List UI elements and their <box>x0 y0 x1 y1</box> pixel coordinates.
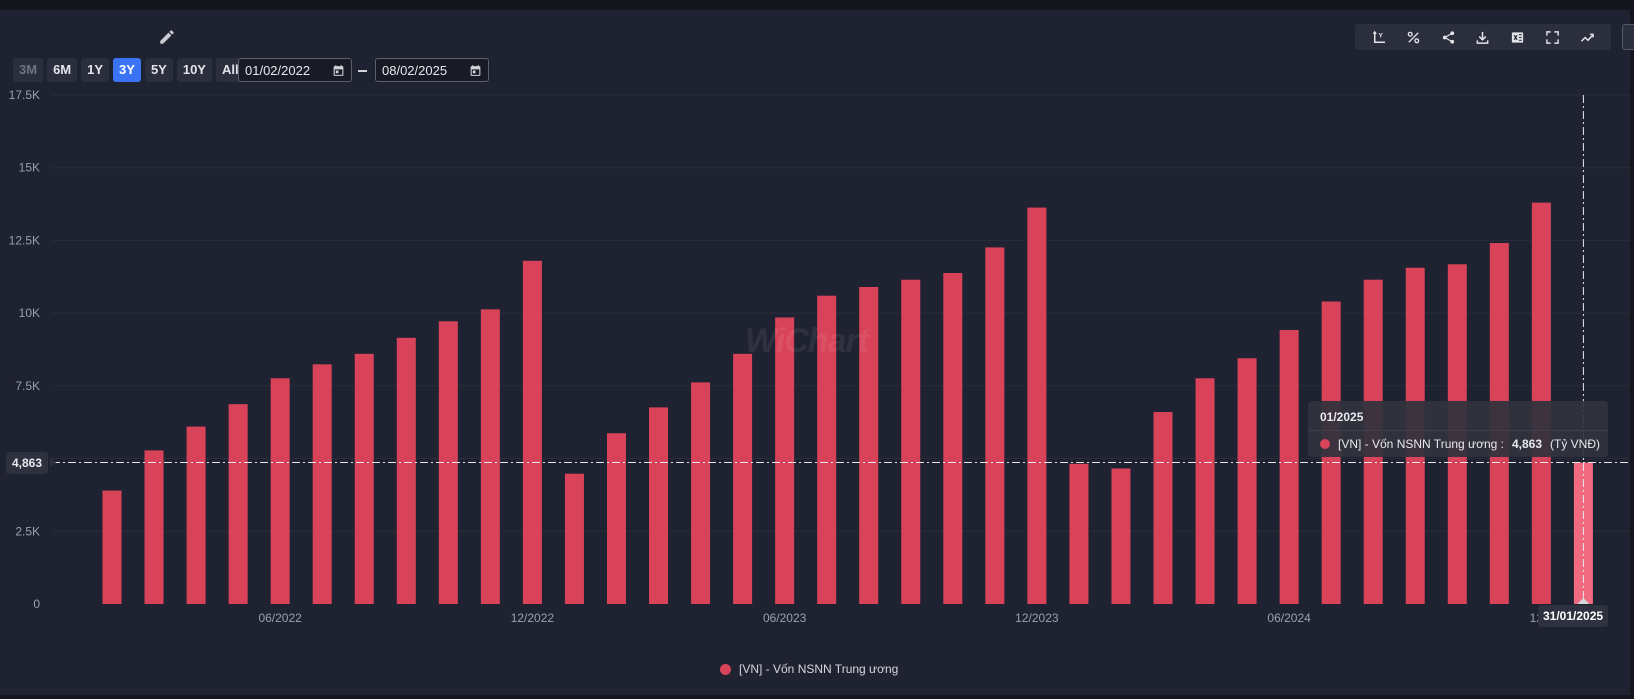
tooltip-row: [VN] - Vốn NSNN Trung ương : 4,863 (Tỷ V… <box>1320 437 1600 451</box>
bar <box>733 353 753 604</box>
trend-icon[interactable] <box>1577 27 1597 47</box>
bar <box>354 353 374 604</box>
bar <box>522 260 542 604</box>
bar <box>1195 378 1215 604</box>
y-tick-label: 2.5K <box>15 524 40 538</box>
y-tick-label: 12.5K <box>9 233 40 247</box>
y-tick-label: 0 <box>33 597 40 611</box>
excel-icon[interactable] <box>1508 27 1528 47</box>
tooltip-divider <box>1308 430 1608 431</box>
y-tick-label: 10K <box>19 306 40 320</box>
bar <box>564 473 584 604</box>
legend-marker <box>720 663 731 675</box>
svg-text:Y: Y <box>1378 32 1383 39</box>
date-to-value: 08/02/2025 <box>382 62 448 78</box>
bar <box>691 382 711 604</box>
bar <box>144 450 164 604</box>
x-tick-label: 06/2022 <box>258 611 302 625</box>
date-range-separator <box>358 70 367 72</box>
crosshair-x-marker <box>1577 598 1590 604</box>
bar <box>102 490 122 604</box>
percent-icon[interactable] <box>1403 27 1423 47</box>
edge-menu-button[interactable] <box>1622 24 1634 50</box>
bar <box>1111 468 1131 604</box>
chart-tooltip: 01/2025 [VN] - Vốn NSNN Trung ương : 4,8… <box>1308 401 1608 457</box>
calendar-icon[interactable] <box>469 64 482 77</box>
tooltip-series-marker <box>1320 439 1330 449</box>
tooltip-date: 01/2025 <box>1320 410 1364 424</box>
x-tick-label: 06/2023 <box>763 611 807 625</box>
bar <box>1027 207 1047 605</box>
bar <box>270 378 290 604</box>
y-tick-label: 17.5K <box>9 88 40 102</box>
bar <box>901 279 921 604</box>
crosshair-x-label: 31/01/2025 <box>1538 605 1609 627</box>
calendar-icon[interactable] <box>332 64 345 77</box>
date-to-input[interactable]: 08/02/2025 <box>375 58 489 82</box>
bar <box>985 247 1005 604</box>
crosshair-y-pointer <box>50 457 56 468</box>
axis-y-icon[interactable]: Y <box>1368 27 1388 47</box>
bar <box>1069 463 1089 604</box>
date-from-input[interactable]: 01/02/2022 <box>238 58 352 82</box>
range-5y-button[interactable]: 5Y <box>144 58 173 82</box>
range-3m-button[interactable]: 3M <box>13 58 44 82</box>
bar <box>396 337 416 604</box>
share-icon[interactable] <box>1438 27 1458 47</box>
crosshair-y-label: 4,863 <box>6 451 49 474</box>
bar <box>480 309 500 604</box>
bar <box>186 426 206 604</box>
bar <box>228 404 248 604</box>
y-tick-label: 15K <box>19 161 40 175</box>
date-from-value: 01/02/2022 <box>245 62 311 78</box>
chart-toolbar: Y <box>1355 24 1611 50</box>
tooltip-value: 4,863 <box>1511 437 1542 451</box>
y-tick-label: 7.5K <box>15 379 40 393</box>
bar <box>1153 412 1173 604</box>
bar <box>312 364 332 604</box>
bar <box>817 295 837 604</box>
window-edge <box>1630 10 1634 695</box>
x-tick-label: 06/2024 <box>1267 611 1311 625</box>
range-3y-button[interactable]: 3Y <box>113 58 141 82</box>
bar <box>775 317 795 604</box>
edit-pencil-icon[interactable] <box>158 28 176 46</box>
bar <box>859 286 879 604</box>
tooltip-series-label: [VN] - Vốn NSNN Trung ương : <box>1338 437 1504 451</box>
bar <box>1237 358 1257 604</box>
range-10y-button[interactable]: 10Y <box>176 58 212 82</box>
tooltip-unit: (Tỷ VNĐ) <box>1550 437 1600 451</box>
bar <box>1279 330 1299 604</box>
chart-legend[interactable]: [VN] - Vốn NSNN Trung ương <box>720 662 898 676</box>
range-1y-button[interactable]: 1Y <box>81 58 110 82</box>
download-icon[interactable] <box>1473 27 1493 47</box>
wichart-watermark: WiChart <box>745 322 869 360</box>
bar <box>606 433 626 604</box>
range-selector: 3M 6M 1Y 3Y 5Y 10Y All <box>13 58 245 82</box>
range-6m-button[interactable]: 6M <box>47 58 78 82</box>
legend-label: [VN] - Vốn NSNN Trung ương <box>739 662 899 676</box>
bar <box>943 273 963 604</box>
fullscreen-icon[interactable] <box>1543 27 1563 47</box>
x-tick-label: 12/2023 <box>1015 611 1059 625</box>
bar <box>649 407 669 604</box>
x-tick-label: 12/2022 <box>511 611 555 625</box>
